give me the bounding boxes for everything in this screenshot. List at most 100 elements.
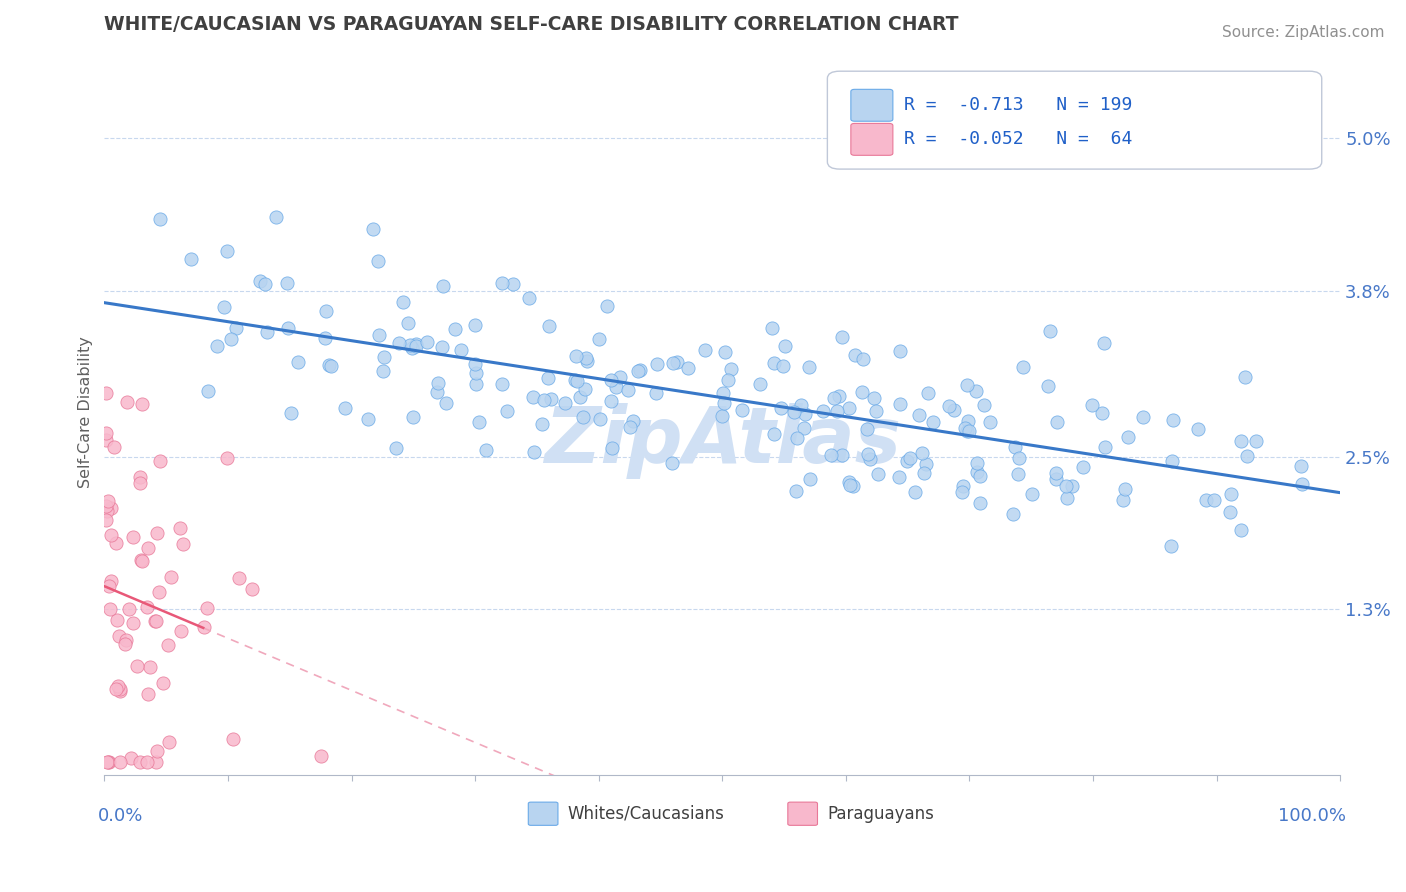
Point [145,614,167,628]
Point [444,322,467,336]
Point [115,633,138,648]
Point [107,679,129,693]
Point [793,407,815,421]
Point [103,440,125,454]
Point [619,420,641,434]
Point [979,416,1001,430]
Point [1195,493,1218,508]
Point [1080,398,1102,412]
Point [416,334,439,349]
Point [287,355,309,369]
Point [588,332,610,346]
Point [357,412,380,426]
Point [143,614,166,628]
Point [956,424,979,438]
Point [1233,370,1256,384]
Point [136,541,159,555]
Text: R =  -0.713   N = 199: R = -0.713 N = 199 [904,96,1132,114]
Point [94,513,117,527]
Point [391,294,413,309]
Point [277,320,299,334]
Point [540,392,562,406]
Text: R =  -0.052   N =  64: R = -0.052 N = 64 [904,130,1132,148]
Point [314,331,336,345]
Point [122,531,145,545]
Text: Whites/Caucasians: Whites/Caucasians [568,805,724,822]
Point [907,409,929,423]
Point [1091,406,1114,420]
Point [373,364,395,378]
Point [523,445,546,459]
Point [108,682,131,697]
Point [363,221,385,235]
FancyBboxPatch shape [787,802,817,825]
Point [405,336,427,351]
Point [887,469,910,483]
Point [786,431,808,445]
Point [149,454,172,468]
Point [114,637,136,651]
Point [713,396,735,410]
Point [1056,491,1078,506]
Point [662,356,685,370]
Point [205,339,228,353]
Point [319,359,342,373]
Point [436,395,458,409]
Point [131,554,153,568]
Point [1062,479,1084,493]
Point [575,354,598,368]
Point [856,422,879,436]
Point [98,602,121,616]
Point [952,479,974,493]
Point [627,364,650,378]
Point [157,735,180,749]
Point [104,536,127,550]
Point [491,376,513,391]
Point [588,412,610,426]
Point [136,687,159,701]
Point [731,402,754,417]
Point [852,351,875,366]
Text: Paraguayans: Paraguayans [827,805,934,822]
Point [464,318,486,332]
Point [1094,440,1116,454]
Point [276,277,298,291]
Point [1112,492,1135,507]
Point [430,340,453,354]
Point [574,351,596,366]
Point [148,584,170,599]
Point [797,359,820,374]
Point [938,399,960,413]
Point [1046,415,1069,429]
Point [942,402,965,417]
Point [240,582,263,597]
Point [827,404,849,418]
Point [396,316,419,330]
Point [1008,450,1031,465]
Point [1230,523,1253,537]
Point [957,424,980,438]
Point [228,571,250,585]
Point [609,370,631,384]
Point [1161,413,1184,427]
Point [717,373,740,387]
Point [969,496,991,510]
Point [105,613,128,627]
Point [256,325,278,339]
Point [522,390,544,404]
Point [950,485,973,500]
Point [1289,459,1312,474]
Point [772,359,794,373]
Point [146,526,169,541]
Point [783,405,806,419]
Point [596,299,619,313]
Point [600,394,623,409]
Point [616,383,638,397]
Point [1021,487,1043,501]
Point [837,401,859,415]
Point [215,450,238,465]
Point [426,385,449,400]
Point [565,349,588,363]
Point [122,615,145,630]
Point [94,386,117,401]
